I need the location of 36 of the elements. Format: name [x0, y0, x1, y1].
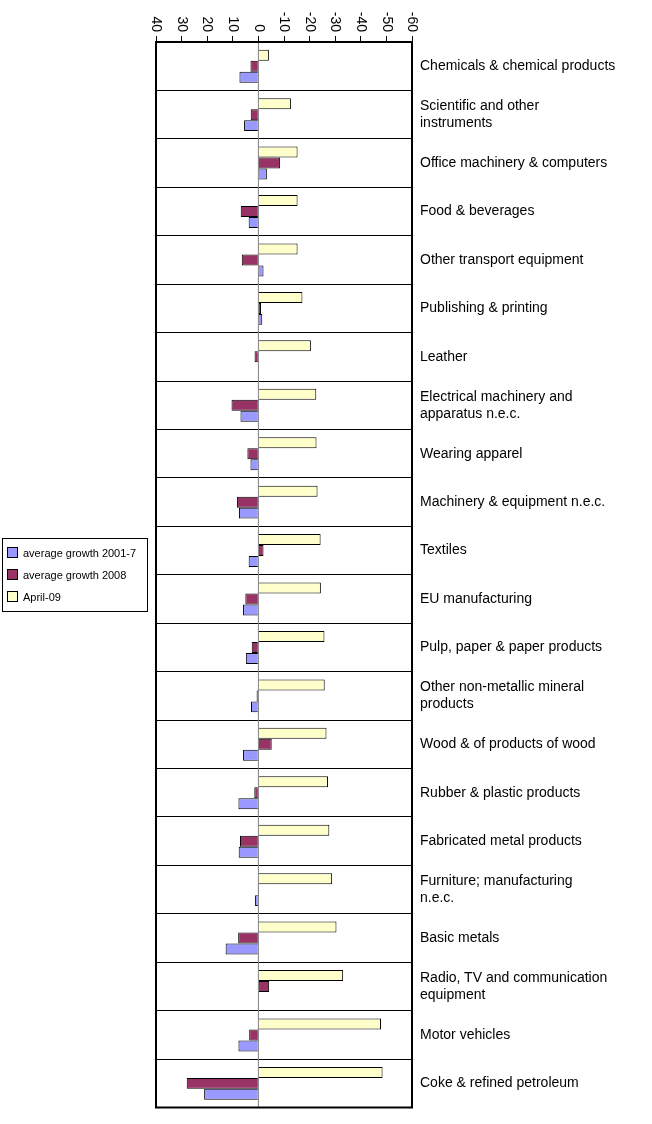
legend-label: average growth 2008 [23, 568, 127, 581]
x-tick-label: -50 [379, 11, 396, 33]
y-tick-label: Scientific and other instruments [420, 97, 540, 130]
y-tick-label: Food & beverages [420, 202, 535, 219]
y-tick-label: Coke & refined petroleum [420, 1074, 579, 1091]
legend-label: average growth 2001-7 [23, 546, 137, 559]
y-tick-label: Rubber & plastic products [420, 783, 581, 800]
x-tick-label: -40 [353, 11, 370, 33]
y-tick-label: Fabricated metal products [420, 832, 582, 849]
y-tick-label: Publishing & printing [420, 299, 548, 316]
x-tick-label: -20 [302, 11, 319, 33]
y-tick-label: Machinery & equipment n.e.c. [420, 493, 606, 509]
y-tick-label: Chemicals & chemical products [420, 57, 616, 74]
x-tick-label: 0 [251, 24, 268, 33]
x-tick-label: 40 [149, 16, 166, 33]
y-tick-label: Radio, TV and communication equipment [420, 968, 608, 1002]
legend-label: April-09 [23, 590, 61, 603]
y-tick-label: Pulp, paper & paper products [420, 638, 603, 655]
y-tick-label: Other non-metallic mineral products [420, 678, 585, 712]
y-tick-label: Other transport equipment [420, 250, 584, 267]
x-tick-label: -10 [277, 11, 294, 33]
x-tick-label: -30 [328, 11, 345, 33]
y-tick-label: Wearing apparel [420, 444, 523, 461]
x-tick-label: 20 [200, 16, 217, 33]
x-tick-label: 10 [225, 16, 242, 33]
y-tick-label: Wood & of products of wood [420, 735, 596, 752]
y-tick-label: EU manufacturing [420, 589, 533, 606]
y-tick-label: Office machinery & computers [420, 153, 608, 170]
y-tick-label: Textiles [420, 541, 467, 558]
x-tick-label: 30 [174, 16, 191, 33]
y-tick-label: Furniture; manufacturing n.e.c. [420, 872, 573, 905]
y-tick-label: Electrical machinery and apparatus n.e.c. [420, 387, 573, 421]
y-tick-label: Leather [420, 347, 468, 364]
y-tick-label: Basic metals [420, 928, 500, 945]
x-tick-label: -60 [405, 11, 422, 33]
y-tick-label: Motor vehicles [420, 1025, 511, 1042]
